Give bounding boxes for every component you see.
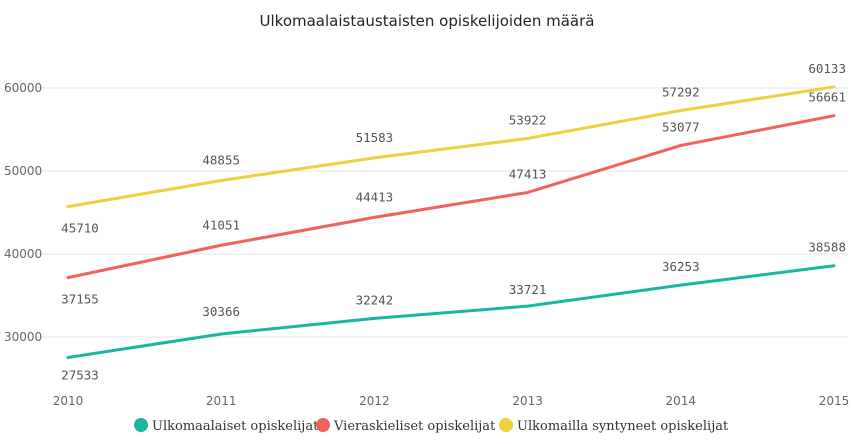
x-tick-label: 2015: [819, 394, 850, 408]
y-tick-label: 60000: [4, 81, 42, 95]
x-tick-label: 2011: [206, 394, 237, 408]
x-tick-label: 2014: [666, 394, 697, 408]
legend-label: Ulkomaalaiset opiskelijat: [152, 419, 319, 434]
legend-item[interactable]: Vieraskieliset opiskelijat: [316, 418, 496, 434]
data-label: 32242: [356, 292, 394, 307]
legend[interactable]: Ulkomaalaiset opiskelijat Vieraskieliset …: [134, 418, 729, 434]
data-label: 57292: [662, 84, 700, 99]
data-label: 33721: [509, 282, 547, 297]
gridlines: [36, 87, 848, 338]
x-tick-label: 2012: [359, 394, 390, 408]
series-lines: [66, 85, 836, 359]
data-label: 36253: [662, 259, 700, 274]
data-label: 56661: [808, 90, 846, 105]
legend-marker: [134, 418, 148, 432]
data-label: 30366: [202, 304, 240, 319]
chart-title: Ulkomaalaistaustaisten opiskelijoiden mä…: [259, 12, 595, 30]
legend-marker: [316, 418, 330, 432]
legend-marker: [499, 418, 513, 432]
legend-label: Ulkomailla syntyneet opiskelijat: [517, 419, 729, 434]
data-label: 37155: [61, 292, 99, 307]
series-line: [66, 114, 836, 280]
series-line: [66, 264, 836, 359]
data-label: 60133: [808, 61, 846, 76]
legend-item[interactable]: Ulkomaalaiset opiskelijat: [134, 418, 319, 434]
y-tick-label: 50000: [4, 164, 42, 178]
y-tick-label: 40000: [4, 247, 42, 261]
data-label: 51583: [356, 130, 394, 145]
data-label: 53077: [662, 119, 700, 134]
data-label: 38588: [808, 240, 846, 255]
axis-labels: 30000 40000 50000 60000 2010 2011 2012 2013 2014…: [4, 81, 849, 408]
data-label: 44413: [356, 189, 394, 204]
legend-label: Vieraskieliset opiskelijat: [333, 419, 496, 434]
data-label: 53922: [509, 112, 547, 127]
data-label: 27533: [61, 367, 99, 382]
x-tick-label: 2010: [53, 394, 84, 408]
legend-item[interactable]: Ulkomailla syntyneet opiskelijat: [499, 418, 729, 434]
data-labels: 27533 30366 32242 33721 36253 38588 37155 41051…: [61, 61, 846, 383]
data-label: 47413: [509, 166, 547, 181]
series-line: [66, 85, 836, 209]
data-label: 41051: [202, 217, 240, 232]
x-tick-label: 2013: [512, 394, 543, 408]
data-label: 48855: [202, 153, 240, 168]
y-tick-label: 30000: [4, 330, 42, 344]
data-label: 45710: [61, 221, 99, 236]
